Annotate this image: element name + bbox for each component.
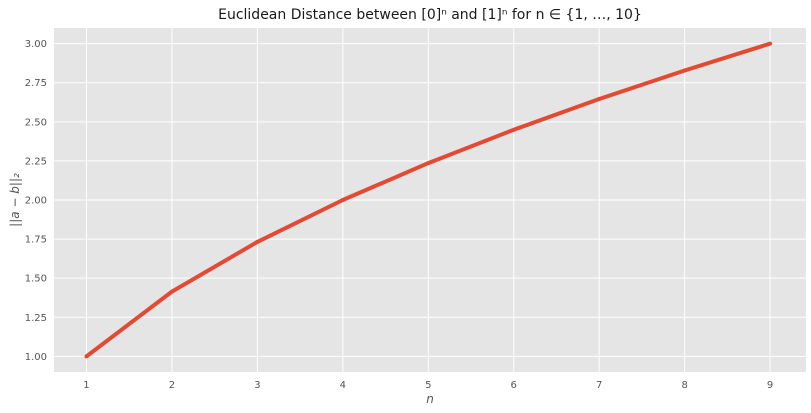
data-point xyxy=(255,239,260,244)
y-tick-label: 1.50 xyxy=(25,274,47,285)
data-point xyxy=(340,198,345,202)
x-tick-label: 5 xyxy=(425,380,431,391)
y-tick-label: 1.00 xyxy=(25,352,47,363)
data-point xyxy=(426,161,431,166)
y-tick-label: 2.25 xyxy=(25,156,47,167)
y-tick-label: 3.00 xyxy=(25,39,47,50)
y-tick-label: 2.75 xyxy=(25,78,47,89)
x-tick-label: 1 xyxy=(83,380,89,391)
data-point xyxy=(682,68,687,73)
y-tick-labels: 1.00 1.25 1.50 1.75 2.00 2.25 2.50 2.75 3.00 xyxy=(25,39,47,363)
series-layer xyxy=(84,41,773,359)
y-tick-label: 1.25 xyxy=(25,313,47,324)
data-point xyxy=(597,96,602,101)
x-tick-label: 4 xyxy=(340,380,346,391)
y-axis-label: ||a − b||₂ xyxy=(8,173,22,227)
x-tick-label: 8 xyxy=(681,380,687,391)
x-tick-label: 9 xyxy=(767,380,773,391)
x-axis-label: n xyxy=(426,392,434,406)
chart-title: Euclidean Distance between [0]ⁿ and [1]ⁿ… xyxy=(218,7,642,23)
x-tick-label: 6 xyxy=(511,380,517,391)
x-tick-label: 7 xyxy=(596,380,602,391)
x-tick-labels: 1 2 3 4 5 6 7 8 9 xyxy=(83,380,773,391)
y-tick-label: 1.75 xyxy=(25,235,47,246)
y-tick-label: 2.00 xyxy=(25,196,47,207)
data-point xyxy=(511,127,516,132)
y-tick-label: 2.50 xyxy=(25,117,47,128)
x-tick-label: 2 xyxy=(169,380,175,391)
x-tick-label: 3 xyxy=(254,380,260,391)
data-point xyxy=(84,354,89,359)
data-point xyxy=(768,41,773,46)
data-point xyxy=(169,289,174,294)
